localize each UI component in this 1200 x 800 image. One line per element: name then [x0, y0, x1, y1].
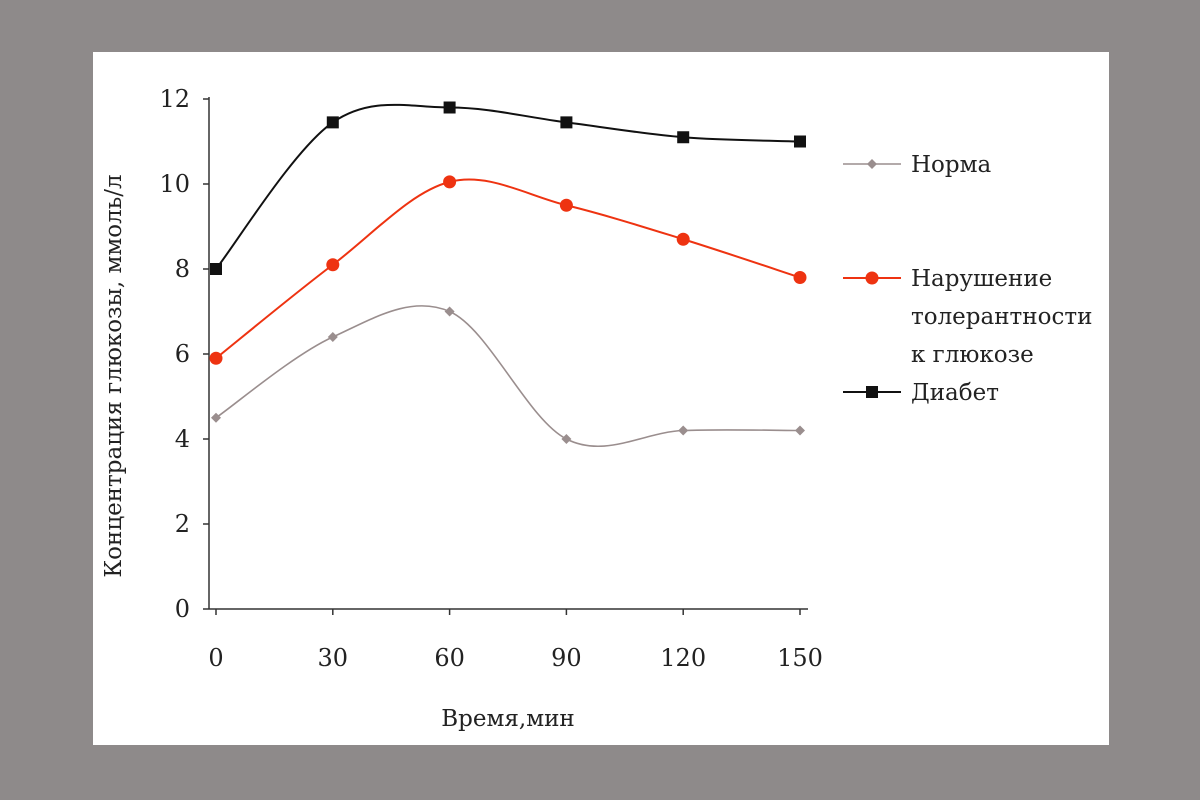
- y-tick-label: 6: [175, 340, 190, 368]
- data-point: [795, 425, 805, 436]
- data-point: [560, 116, 573, 129]
- data-point: [210, 263, 222, 275]
- series-line: [215, 178, 801, 360]
- series-2: [210, 101, 806, 275]
- data-point: [211, 412, 221, 423]
- y-tick-label: 2: [175, 510, 190, 538]
- y-axis-title: Концентрация глюкозы, ммоль/л: [101, 174, 127, 577]
- data-point: [793, 271, 807, 284]
- legend: Норма Нарушение толерантности к глюкозе Диаб…: [843, 152, 1092, 406]
- legend-entry-0: Норма: [843, 152, 992, 178]
- series-layer: [209, 101, 807, 448]
- x-tick-label: 150: [777, 644, 823, 672]
- x-tick-label: 30: [318, 644, 349, 672]
- legend-entry-2: Диабет: [843, 380, 999, 406]
- data-point: [676, 232, 690, 246]
- legend-label: Норма: [911, 152, 992, 178]
- data-point: [326, 258, 340, 272]
- x-tick-label: 120: [660, 644, 706, 672]
- data-point: [327, 332, 338, 342]
- chart-panel: 0 2 4 6 8 10 12 0 30 60 90 120 150 Норма Нарушение тол…: [93, 52, 1109, 745]
- legend-marker: [865, 271, 879, 285]
- data-point: [561, 434, 572, 444]
- legend-marker: [867, 159, 877, 169]
- data-point: [443, 101, 456, 114]
- y-tick-label: 10: [159, 170, 190, 198]
- data-point: [794, 135, 806, 148]
- data-point: [444, 306, 455, 317]
- y-tick-label: 4: [175, 425, 190, 453]
- data-point: [678, 425, 689, 436]
- y-tick-label: 0: [175, 595, 190, 623]
- data-point: [677, 131, 690, 144]
- series-1: [209, 175, 807, 365]
- x-tick-label: 90: [551, 644, 582, 672]
- legend-entry-1: Нарушение толерантности к глюкозе: [843, 266, 1092, 368]
- legend-label: к глюкозе: [911, 342, 1034, 368]
- data-point: [559, 198, 573, 212]
- x-axis-title: Время,мин: [441, 706, 575, 732]
- series-line: [215, 305, 801, 448]
- legend-label: толерантности: [911, 304, 1092, 330]
- legend-label: Диабет: [911, 380, 999, 406]
- data-point: [443, 175, 457, 189]
- y-tick-label: 8: [175, 255, 190, 283]
- legend-marker: [866, 386, 878, 398]
- series-0: [211, 305, 805, 448]
- y-tick-label: 12: [159, 85, 190, 113]
- legend-label: Нарушение: [911, 266, 1052, 292]
- data-point: [209, 351, 223, 365]
- x-tick-label: 60: [434, 644, 465, 672]
- data-point: [326, 116, 339, 129]
- x-tick-label: 0: [208, 644, 223, 672]
